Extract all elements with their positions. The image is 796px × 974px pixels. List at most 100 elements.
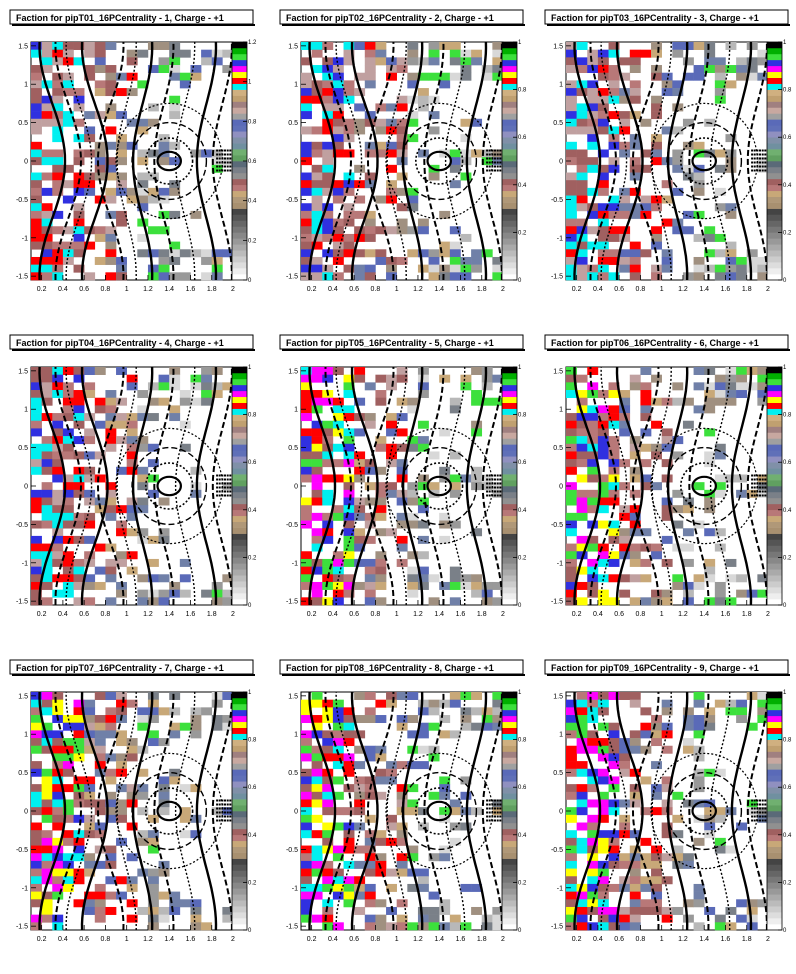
heatmap-cell — [211, 722, 223, 731]
heatmap-cell — [481, 707, 493, 716]
color-scale-band — [767, 408, 782, 415]
heatmap-cell — [693, 883, 705, 892]
heatmap-cell — [629, 906, 641, 915]
heatmap-cell — [661, 88, 673, 97]
heatmap-cell — [449, 699, 461, 708]
heatmap-cell — [619, 883, 631, 892]
heatmap-cell — [492, 722, 504, 731]
heatmap-cell — [471, 57, 483, 66]
heatmap-cell — [52, 103, 64, 112]
panel-title: Faction for pipT09_16PCentrality - 9, Ch… — [551, 663, 759, 673]
color-scale-band — [502, 113, 517, 120]
heatmap-cell — [693, 753, 705, 762]
y-tick-label: -1 — [557, 560, 563, 567]
heatmap-cell — [301, 95, 312, 104]
heatmap-cell — [73, 520, 85, 529]
heatmap-cell — [396, 520, 408, 529]
heatmap-cell — [672, 489, 684, 498]
heatmap-cell — [597, 187, 609, 196]
heatmap-cell — [386, 180, 397, 189]
heatmap-cell — [471, 906, 483, 915]
color-scale-band — [502, 432, 517, 439]
heatmap-cell — [364, 574, 376, 583]
color-scale-band — [232, 834, 247, 842]
heatmap-cell — [704, 505, 716, 514]
contour-line — [730, 691, 753, 931]
heatmap-cell — [714, 699, 726, 708]
heatmap-cell — [126, 195, 138, 204]
heatmap-cell — [608, 914, 620, 923]
contour-line — [444, 692, 466, 930]
heatmap-cell — [301, 367, 312, 375]
heatmap-cell — [386, 768, 397, 777]
heatmap-cell — [52, 730, 64, 739]
heatmap-cell — [672, 149, 684, 158]
heatmap-cell — [41, 65, 53, 74]
color-scale-band — [232, 894, 247, 901]
heatmap-cell — [201, 707, 213, 716]
heatmap-cell — [332, 589, 344, 598]
heatmap-cell — [587, 210, 599, 219]
heatmap-cell — [41, 543, 53, 552]
heatmap-cell — [190, 249, 202, 258]
heatmap-cell — [566, 111, 577, 120]
heatmap-cell — [343, 883, 355, 892]
heatmap-cell — [407, 566, 419, 575]
heatmap-cell — [126, 57, 138, 66]
heatmap-cell — [84, 822, 96, 831]
heatmap-cell — [629, 241, 641, 250]
color-scale-band — [502, 89, 517, 96]
heatmap-cell — [725, 203, 737, 212]
heatmap-cell — [396, 103, 408, 112]
heatmap-cell — [322, 489, 334, 498]
heatmap-cell — [41, 730, 53, 739]
heatmap-cell — [105, 42, 117, 50]
heatmap-cell — [661, 195, 673, 204]
color-scale-band — [502, 721, 517, 728]
heatmap-cell — [576, 914, 588, 923]
contour-line — [324, 367, 353, 605]
heatmap-cell — [158, 738, 170, 747]
heatmap-cell — [375, 126, 387, 135]
heatmap-cell — [417, 57, 429, 66]
color-scale-label: 0 — [783, 928, 787, 934]
color-scale-band — [502, 864, 517, 871]
heatmap-cell — [84, 791, 96, 800]
color-scale-band — [767, 456, 782, 463]
heatmap-cell — [608, 249, 620, 258]
y-tick-label: -1.5 — [16, 274, 28, 281]
color-scale-band — [502, 739, 517, 746]
heatmap-cell — [386, 451, 397, 460]
heatmap-cell — [576, 57, 588, 66]
heatmap-cell — [52, 745, 64, 754]
heatmap-cell — [73, 233, 85, 242]
heatmap-cell — [52, 466, 64, 475]
heatmap-cell — [587, 738, 599, 747]
heatmap-cell — [386, 164, 397, 173]
contour-loop — [680, 787, 729, 835]
heatmap-cell — [116, 505, 127, 514]
heatmap-cell — [62, 436, 74, 445]
heatmap-cell — [587, 699, 599, 708]
heatmap-cell — [407, 799, 419, 808]
heatmap-cell — [137, 906, 149, 915]
x-tick-label: 0.4 — [328, 286, 338, 293]
heatmap-cell — [386, 149, 397, 158]
heatmap-cell — [126, 784, 138, 793]
heatmap-cell — [407, 784, 419, 793]
heatmap-cell — [629, 249, 641, 258]
heatmap-cell — [576, 692, 588, 700]
heatmap-cell — [566, 784, 577, 793]
heatmap-cell — [158, 914, 170, 923]
heatmap-cell — [147, 574, 159, 583]
heatmap-cell — [354, 164, 366, 173]
heatmap-cell — [31, 922, 42, 931]
heatmap-cell — [619, 187, 631, 196]
heatmap-cell — [52, 807, 64, 816]
heatmap-cell — [179, 443, 191, 452]
heatmap-cell — [597, 799, 609, 808]
color-scale-band — [502, 900, 517, 907]
color-scale-band — [767, 107, 782, 114]
heatmap-cell — [84, 707, 96, 716]
heatmap-cell — [31, 505, 42, 514]
